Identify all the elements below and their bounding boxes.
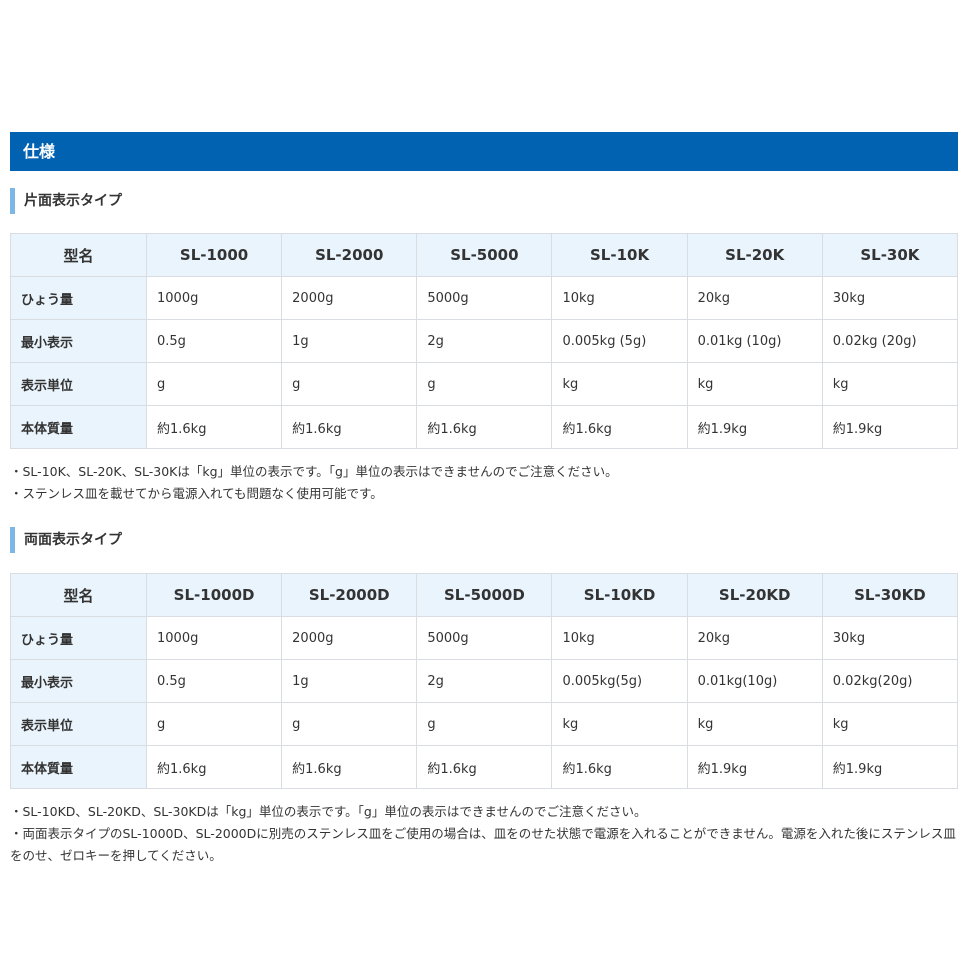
table-row: 表示単位 g g g kg kg kg — [10, 362, 959, 406]
column-header: SL-5000 — [416, 233, 553, 277]
table-cell: 1g — [281, 659, 418, 703]
table-cell: kg — [551, 702, 688, 746]
subsection-title: 両面表示タイプ — [10, 527, 122, 553]
table-cell: 約1.6kg — [281, 745, 418, 789]
column-header: SL-2000 — [281, 233, 418, 277]
column-header: SL-20KD — [686, 573, 823, 617]
column-header: SL-30KD — [821, 573, 959, 617]
column-header: SL-1000D — [145, 573, 283, 617]
table-cell: 30kg — [821, 616, 959, 660]
column-header: SL-20K — [686, 233, 823, 277]
column-header: SL-10K — [551, 233, 688, 277]
table-cell: kg — [686, 702, 823, 746]
row-header: 表示単位 — [10, 362, 147, 406]
table-cell: 約1.6kg — [145, 745, 283, 789]
note: ・SL-10K、SL-20K、SL-30Kは「kg」単位の表示です。「g」単位の… — [10, 464, 618, 479]
table-cell: 2g — [416, 319, 553, 363]
table-cell: g — [281, 362, 418, 406]
subsection-title: 片面表示タイプ — [10, 188, 122, 214]
column-header: SL-30K — [821, 233, 959, 277]
table-cell: 約1.6kg — [145, 405, 283, 449]
table-cell: kg — [686, 362, 823, 406]
table-cell: 20kg — [686, 276, 823, 320]
table-cell: 10kg — [551, 276, 688, 320]
table-cell: 約1.6kg — [281, 405, 418, 449]
table-cell: 2g — [416, 659, 553, 703]
column-header: SL-10KD — [551, 573, 688, 617]
notes: ・SL-10KD、SL-20KD、SL-30KDは「kg」単位の表示です。「g」… — [10, 801, 960, 867]
table-cell: 約1.9kg — [686, 745, 823, 789]
table-cell: 約1.9kg — [821, 405, 959, 449]
table-row: 最小表示 0.5g 1g 2g 0.005kg (5g) 0.01kg (10g) 0.02… — [10, 319, 959, 363]
table-cell: g — [416, 362, 553, 406]
header-row: 型名 SL-1000D SL-2000D SL-5000D SL-10KD SL-20KD… — [10, 573, 959, 617]
spec-table: 型名 SL-1000 SL-2000 SL-5000 SL-10K SL-20K SL-30… — [10, 233, 959, 449]
spec-table: 型名 SL-1000D SL-2000D SL-5000D SL-10KD SL-20KD… — [10, 573, 959, 789]
table-cell: 約1.6kg — [551, 745, 688, 789]
column-header: 型名 — [10, 233, 147, 277]
table-cell: 20kg — [686, 616, 823, 660]
table-cell: 2000g — [281, 276, 418, 320]
column-header: 型名 — [10, 573, 147, 617]
table-row: 表示単位 g g g kg kg kg — [10, 702, 959, 746]
table-cell: 約1.6kg — [416, 745, 553, 789]
table-cell: kg — [821, 362, 959, 406]
table-row: 本体質量 約1.6kg 約1.6kg 約1.6kg 約1.6kg 約1.9kg 約1.9kg — [10, 405, 959, 449]
table-cell: 0.5g — [145, 319, 283, 363]
table-cell: 2000g — [281, 616, 418, 660]
row-header: 表示単位 — [10, 702, 147, 746]
table-cell: 0.02kg(20g) — [821, 659, 959, 703]
table-cell: kg — [821, 702, 959, 746]
row-header: ひょう量 — [10, 276, 147, 320]
column-header: SL-5000D — [416, 573, 553, 617]
row-header: 本体質量 — [10, 745, 147, 789]
table-cell: 5000g — [416, 276, 553, 320]
table-cell: 5000g — [416, 616, 553, 660]
table-cell: g — [145, 362, 283, 406]
table-cell: g — [281, 702, 418, 746]
note: ・ステンレス皿を載せてから電源入れても問題なく使用可能です。 — [10, 486, 383, 501]
table-cell: 0.01kg(10g) — [686, 659, 823, 703]
table-cell: 0.005kg (5g) — [551, 319, 688, 363]
table-cell: 約1.6kg — [416, 405, 553, 449]
table-cell: 30kg — [821, 276, 959, 320]
column-header: SL-1000 — [145, 233, 283, 277]
table-cell: 0.02kg (20g) — [821, 319, 959, 363]
table-row: 本体質量 約1.6kg 約1.6kg 約1.6kg 約1.6kg 約1.9kg 約1.9kg — [10, 745, 959, 789]
row-header: 最小表示 — [10, 319, 147, 363]
table-cell: 0.01kg (10g) — [686, 319, 823, 363]
notes: ・SL-10K、SL-20K、SL-30Kは「kg」単位の表示です。「g」単位の… — [10, 461, 960, 505]
table-cell: g — [145, 702, 283, 746]
header-row: 型名 SL-1000 SL-2000 SL-5000 SL-10K SL-20K SL-30… — [10, 233, 959, 277]
table-cell: 約1.9kg — [686, 405, 823, 449]
table-row: 最小表示 0.5g 1g 2g 0.005kg(5g) 0.01kg(10g) 0.02kg… — [10, 659, 959, 703]
row-header: ひょう量 — [10, 616, 147, 660]
table-cell: 0.005kg(5g) — [551, 659, 688, 703]
table-cell: 0.5g — [145, 659, 283, 703]
table-cell: kg — [551, 362, 688, 406]
table-row: ひょう量 1000g 2000g 5000g 10kg 20kg 30kg — [10, 616, 959, 660]
table-cell: 1000g — [145, 616, 283, 660]
table-cell: 約1.9kg — [821, 745, 959, 789]
note: ・SL-10KD、SL-20KD、SL-30KDは「kg」単位の表示です。「g」… — [10, 804, 647, 819]
row-header: 本体質量 — [10, 405, 147, 449]
table-row: ひょう量 1000g 2000g 5000g 10kg 20kg 30kg — [10, 276, 959, 320]
table-cell: 約1.6kg — [551, 405, 688, 449]
section-title: 仕様 — [10, 132, 958, 171]
table-cell: 10kg — [551, 616, 688, 660]
row-header: 最小表示 — [10, 659, 147, 703]
note: ・両面表示タイプのSL-1000D、SL-2000Dに別売のステンレス皿をご使用… — [10, 826, 956, 863]
table-cell: 1g — [281, 319, 418, 363]
table-cell: 1000g — [145, 276, 283, 320]
table-cell: g — [416, 702, 553, 746]
column-header: SL-2000D — [281, 573, 418, 617]
